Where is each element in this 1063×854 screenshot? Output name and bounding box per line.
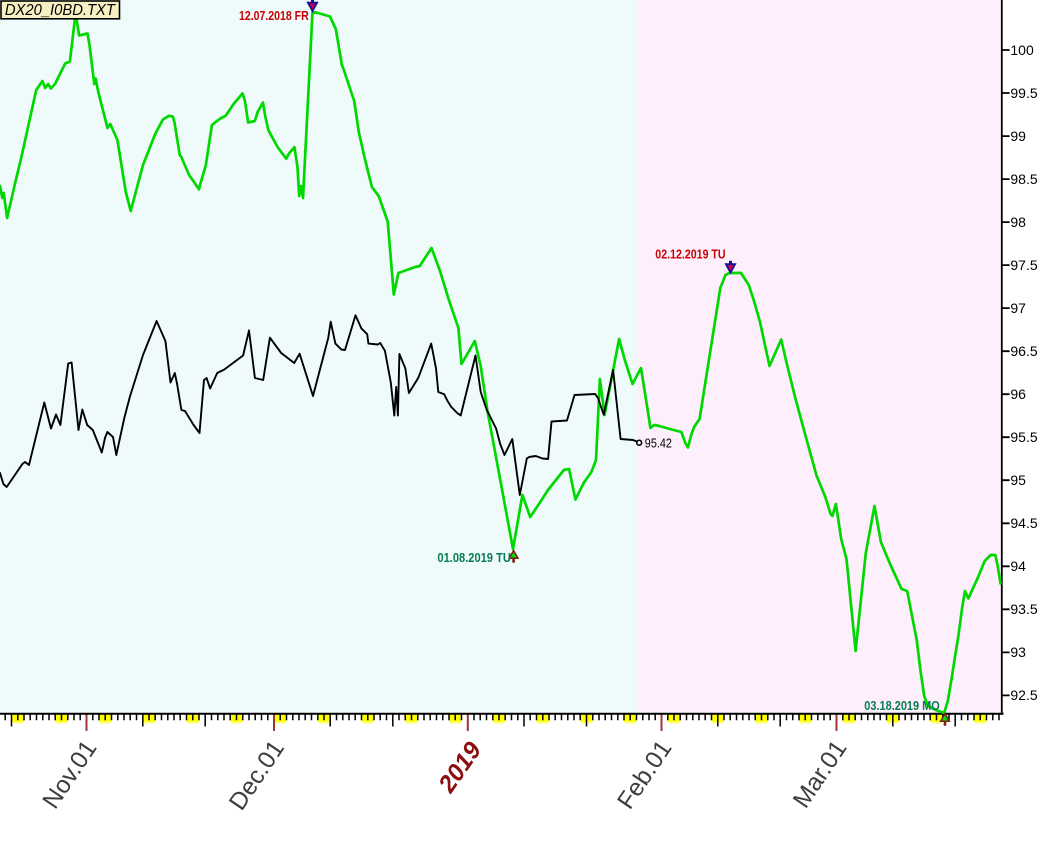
svg-text:100: 100 xyxy=(1010,42,1034,58)
svg-text:98.5: 98.5 xyxy=(1010,171,1037,187)
svg-text:93: 93 xyxy=(1010,644,1026,660)
svg-text:95.5: 95.5 xyxy=(1010,429,1037,445)
svg-text:94.5: 94.5 xyxy=(1010,515,1037,531)
svg-text:03.18.2019 MO: 03.18.2019 MO xyxy=(864,698,940,713)
svg-text:99.5: 99.5 xyxy=(1010,85,1037,101)
svg-text:97: 97 xyxy=(1010,300,1026,316)
svg-text:96: 96 xyxy=(1010,386,1026,402)
svg-text:98: 98 xyxy=(1010,214,1026,230)
svg-text:95.42: 95.42 xyxy=(645,436,672,451)
svg-text:92.5: 92.5 xyxy=(1010,687,1037,703)
svg-text:94: 94 xyxy=(1010,558,1026,574)
svg-text:96.5: 96.5 xyxy=(1010,343,1037,359)
svg-text:97.5: 97.5 xyxy=(1010,257,1037,273)
svg-text:99: 99 xyxy=(1010,128,1026,144)
svg-text:12.07.2018 FR: 12.07.2018 FR xyxy=(239,8,309,23)
svg-text:01.08.2019 TU: 01.08.2019 TU xyxy=(437,550,511,565)
svg-text:93.5: 93.5 xyxy=(1010,601,1037,617)
svg-text:95: 95 xyxy=(1010,472,1026,488)
svg-text:DX20_I0BD.TXT: DX20_I0BD.TXT xyxy=(5,2,116,19)
svg-text:02.12.2019 TU: 02.12.2019 TU xyxy=(655,247,725,262)
